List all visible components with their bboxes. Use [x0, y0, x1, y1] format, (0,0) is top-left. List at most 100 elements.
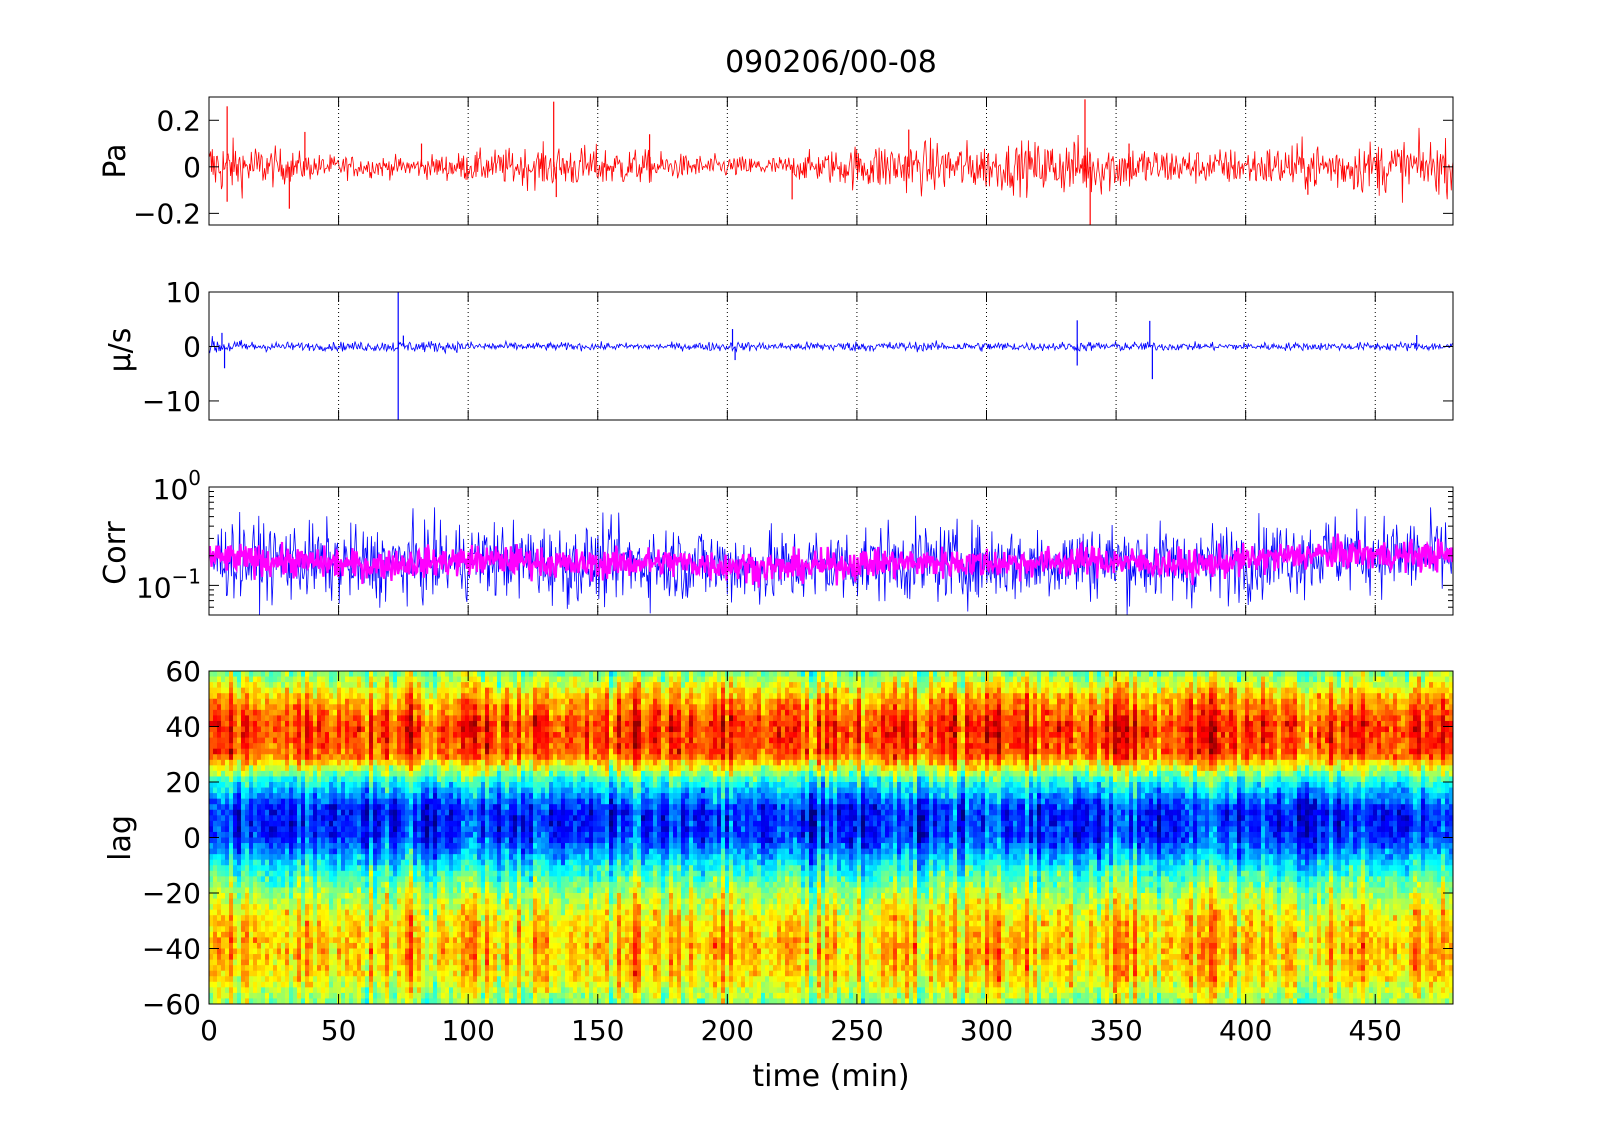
- heatmap-cell: [233, 904, 238, 911]
- heatmap-cell: [485, 976, 490, 983]
- heatmap-cell: [341, 693, 346, 700]
- heatmap-cell: [393, 782, 398, 789]
- heatmap-cell: [465, 854, 470, 861]
- heatmap-cell: [405, 981, 410, 988]
- heatmap-cell: [229, 870, 234, 877]
- heatmap-cell: [325, 954, 330, 961]
- heatmap-cell: [301, 865, 306, 872]
- heatmap-cell: [269, 754, 274, 761]
- heatmap-cell: [497, 671, 502, 678]
- heatmap-cell: [217, 693, 222, 700]
- heatmap-cell: [357, 798, 362, 805]
- heatmap-cell: [409, 909, 414, 916]
- heatmap-cell: [477, 970, 482, 977]
- heatmap-cell: [305, 759, 310, 766]
- heatmap-cell: [429, 671, 434, 678]
- heatmap-cell: [369, 848, 374, 855]
- heatmap-cell: [405, 881, 410, 889]
- heatmap-cell: [305, 687, 310, 694]
- heatmap-cell: [369, 793, 374, 800]
- heatmap-cell: [377, 715, 382, 722]
- heatmap-cell: [401, 909, 406, 916]
- heatmap-cell: [453, 920, 458, 927]
- heatmap-cell: [493, 793, 498, 800]
- heatmap-cell: [493, 887, 498, 894]
- heatmap-cell: [277, 881, 282, 889]
- heatmap-cell: [449, 909, 454, 916]
- heatmap-cell: [421, 887, 426, 894]
- heatmap-cell: [365, 776, 370, 783]
- heatmap-cell: [377, 981, 382, 988]
- heatmap-cell: [249, 859, 254, 866]
- heatmap-cell: [377, 870, 382, 877]
- heatmap-cell: [285, 826, 290, 833]
- heatmap-cell: [309, 698, 314, 705]
- heatmap-cell: [461, 815, 466, 822]
- heatmap-cell: [449, 881, 454, 889]
- heatmap-cell: [333, 698, 338, 705]
- heatmap-cell: [477, 931, 482, 938]
- heatmap-cell: [305, 976, 310, 983]
- heatmap-cell: [485, 759, 490, 766]
- heatmap-cell: [217, 893, 222, 900]
- heatmap-cell: [405, 937, 410, 944]
- heatmap-cell: [493, 815, 498, 822]
- heatmap-cell: [349, 954, 354, 961]
- heatmap-cell: [321, 732, 326, 739]
- heatmap-cell: [457, 904, 462, 911]
- heatmap-cell: [301, 859, 306, 866]
- heatmap-cell: [305, 870, 310, 877]
- heatmap-cell: [209, 720, 214, 728]
- heatmap-cell: [221, 676, 226, 683]
- heatmap-cell: [433, 854, 438, 861]
- heatmap-cell: [353, 970, 358, 977]
- heatmap-cell: [245, 942, 250, 950]
- heatmap-cell: [485, 787, 490, 794]
- heatmap-cell: [385, 959, 390, 966]
- heatmap-cell: [517, 826, 522, 833]
- heatmap-cell: [449, 915, 454, 922]
- heatmap-cell: [385, 765, 390, 772]
- heatmap-cell: [277, 826, 282, 833]
- heatmap-cell: [437, 715, 442, 722]
- heatmap-cell: [253, 898, 258, 905]
- heatmap-cell: [221, 998, 226, 1004]
- heatmap-cell: [401, 992, 406, 1000]
- heatmap-cell: [333, 809, 338, 816]
- heatmap-cell: [525, 870, 530, 877]
- heatmap-cell: [485, 798, 490, 805]
- heatmap-cell: [445, 937, 450, 944]
- heatmap-cell: [505, 887, 510, 894]
- heatmap-cell: [417, 848, 422, 855]
- heatmap-cell: [385, 687, 390, 694]
- heatmap-cell: [421, 770, 426, 778]
- heatmap-cell: [489, 998, 494, 1004]
- heatmap-cell: [513, 815, 518, 822]
- heatmap-cell: [289, 765, 294, 772]
- heatmap-cell: [381, 854, 386, 861]
- heatmap-cell: [405, 876, 410, 883]
- heatmap-cell: [437, 909, 442, 916]
- heatmap-cell: [225, 720, 230, 728]
- heatmap-cell: [389, 898, 394, 905]
- heatmap-cell: [465, 859, 470, 866]
- heatmap-cell: [517, 976, 522, 983]
- heatmap-cell: [493, 898, 498, 905]
- heatmap-cell: [481, 881, 486, 889]
- heatmap-cell: [473, 848, 478, 855]
- heatmap-cell: [213, 676, 218, 683]
- heatmap-cell: [221, 904, 226, 911]
- heatmap-cell: [277, 743, 282, 750]
- heatmap-cell: [461, 759, 466, 766]
- heatmap-cell: [445, 893, 450, 900]
- heatmap-cell: [525, 876, 530, 883]
- heatmap-cell: [505, 765, 510, 772]
- heatmap-cell: [413, 698, 418, 705]
- heatmap-cell: [361, 737, 366, 744]
- heatmap-cell: [481, 693, 486, 700]
- heatmap-cell: [437, 843, 442, 850]
- heatmap-cell: [421, 726, 426, 733]
- heatmap-cell: [245, 881, 250, 889]
- heatmap-cell: [513, 992, 518, 1000]
- heatmap-cell: [217, 776, 222, 783]
